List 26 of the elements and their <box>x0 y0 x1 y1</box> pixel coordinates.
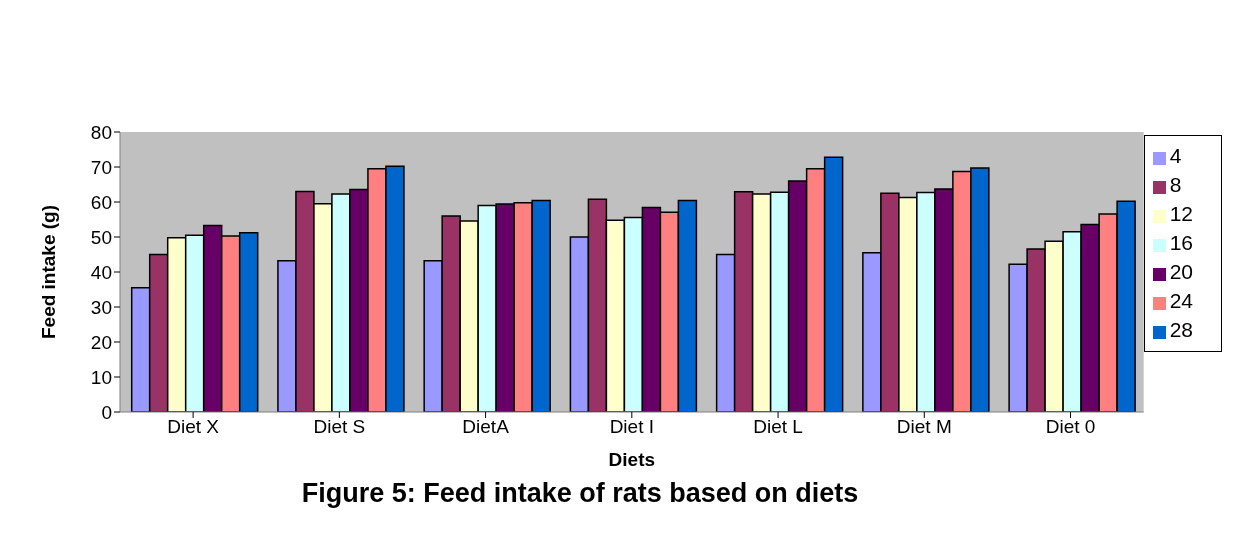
x-tick-label: Diet M <box>896 416 952 438</box>
y-tick-label: 0 <box>101 401 112 423</box>
y-tick-label: 70 <box>90 156 112 178</box>
legend-label: 20 <box>1169 259 1193 283</box>
y-tick-label: 20 <box>90 331 112 353</box>
y-tick-label: 40 <box>90 261 112 283</box>
legend-label: 28 <box>1169 317 1193 341</box>
y-tick-label: 80 <box>90 121 112 143</box>
x-tick-label: Diet S <box>313 416 366 438</box>
legend-label: 8 <box>1169 172 1182 196</box>
y-tick-label: 50 <box>90 226 112 248</box>
legend-label: 12 <box>1169 201 1193 225</box>
x-tick-label: Diet X <box>167 416 220 438</box>
x-tick-label: Diet 0 <box>1045 416 1096 438</box>
legend-label: 4 <box>1169 143 1182 167</box>
y-axis-title: Feed intake (g) <box>37 204 59 340</box>
x-tick-label: DietA <box>462 416 510 438</box>
x-axis-title: Diets <box>608 449 656 470</box>
y-tick-label: 60 <box>90 191 112 213</box>
text: Figure 5: Feed intake of rats based on diets <box>300 478 860 509</box>
x-tick-label: Diet I <box>609 416 654 438</box>
legend-label: 24 <box>1169 288 1193 312</box>
legend-label: 16 <box>1169 230 1193 254</box>
x-tick-label: Diet L <box>753 416 803 438</box>
y-tick-label: 30 <box>90 296 112 318</box>
y-tick-label: 10 <box>90 366 112 388</box>
